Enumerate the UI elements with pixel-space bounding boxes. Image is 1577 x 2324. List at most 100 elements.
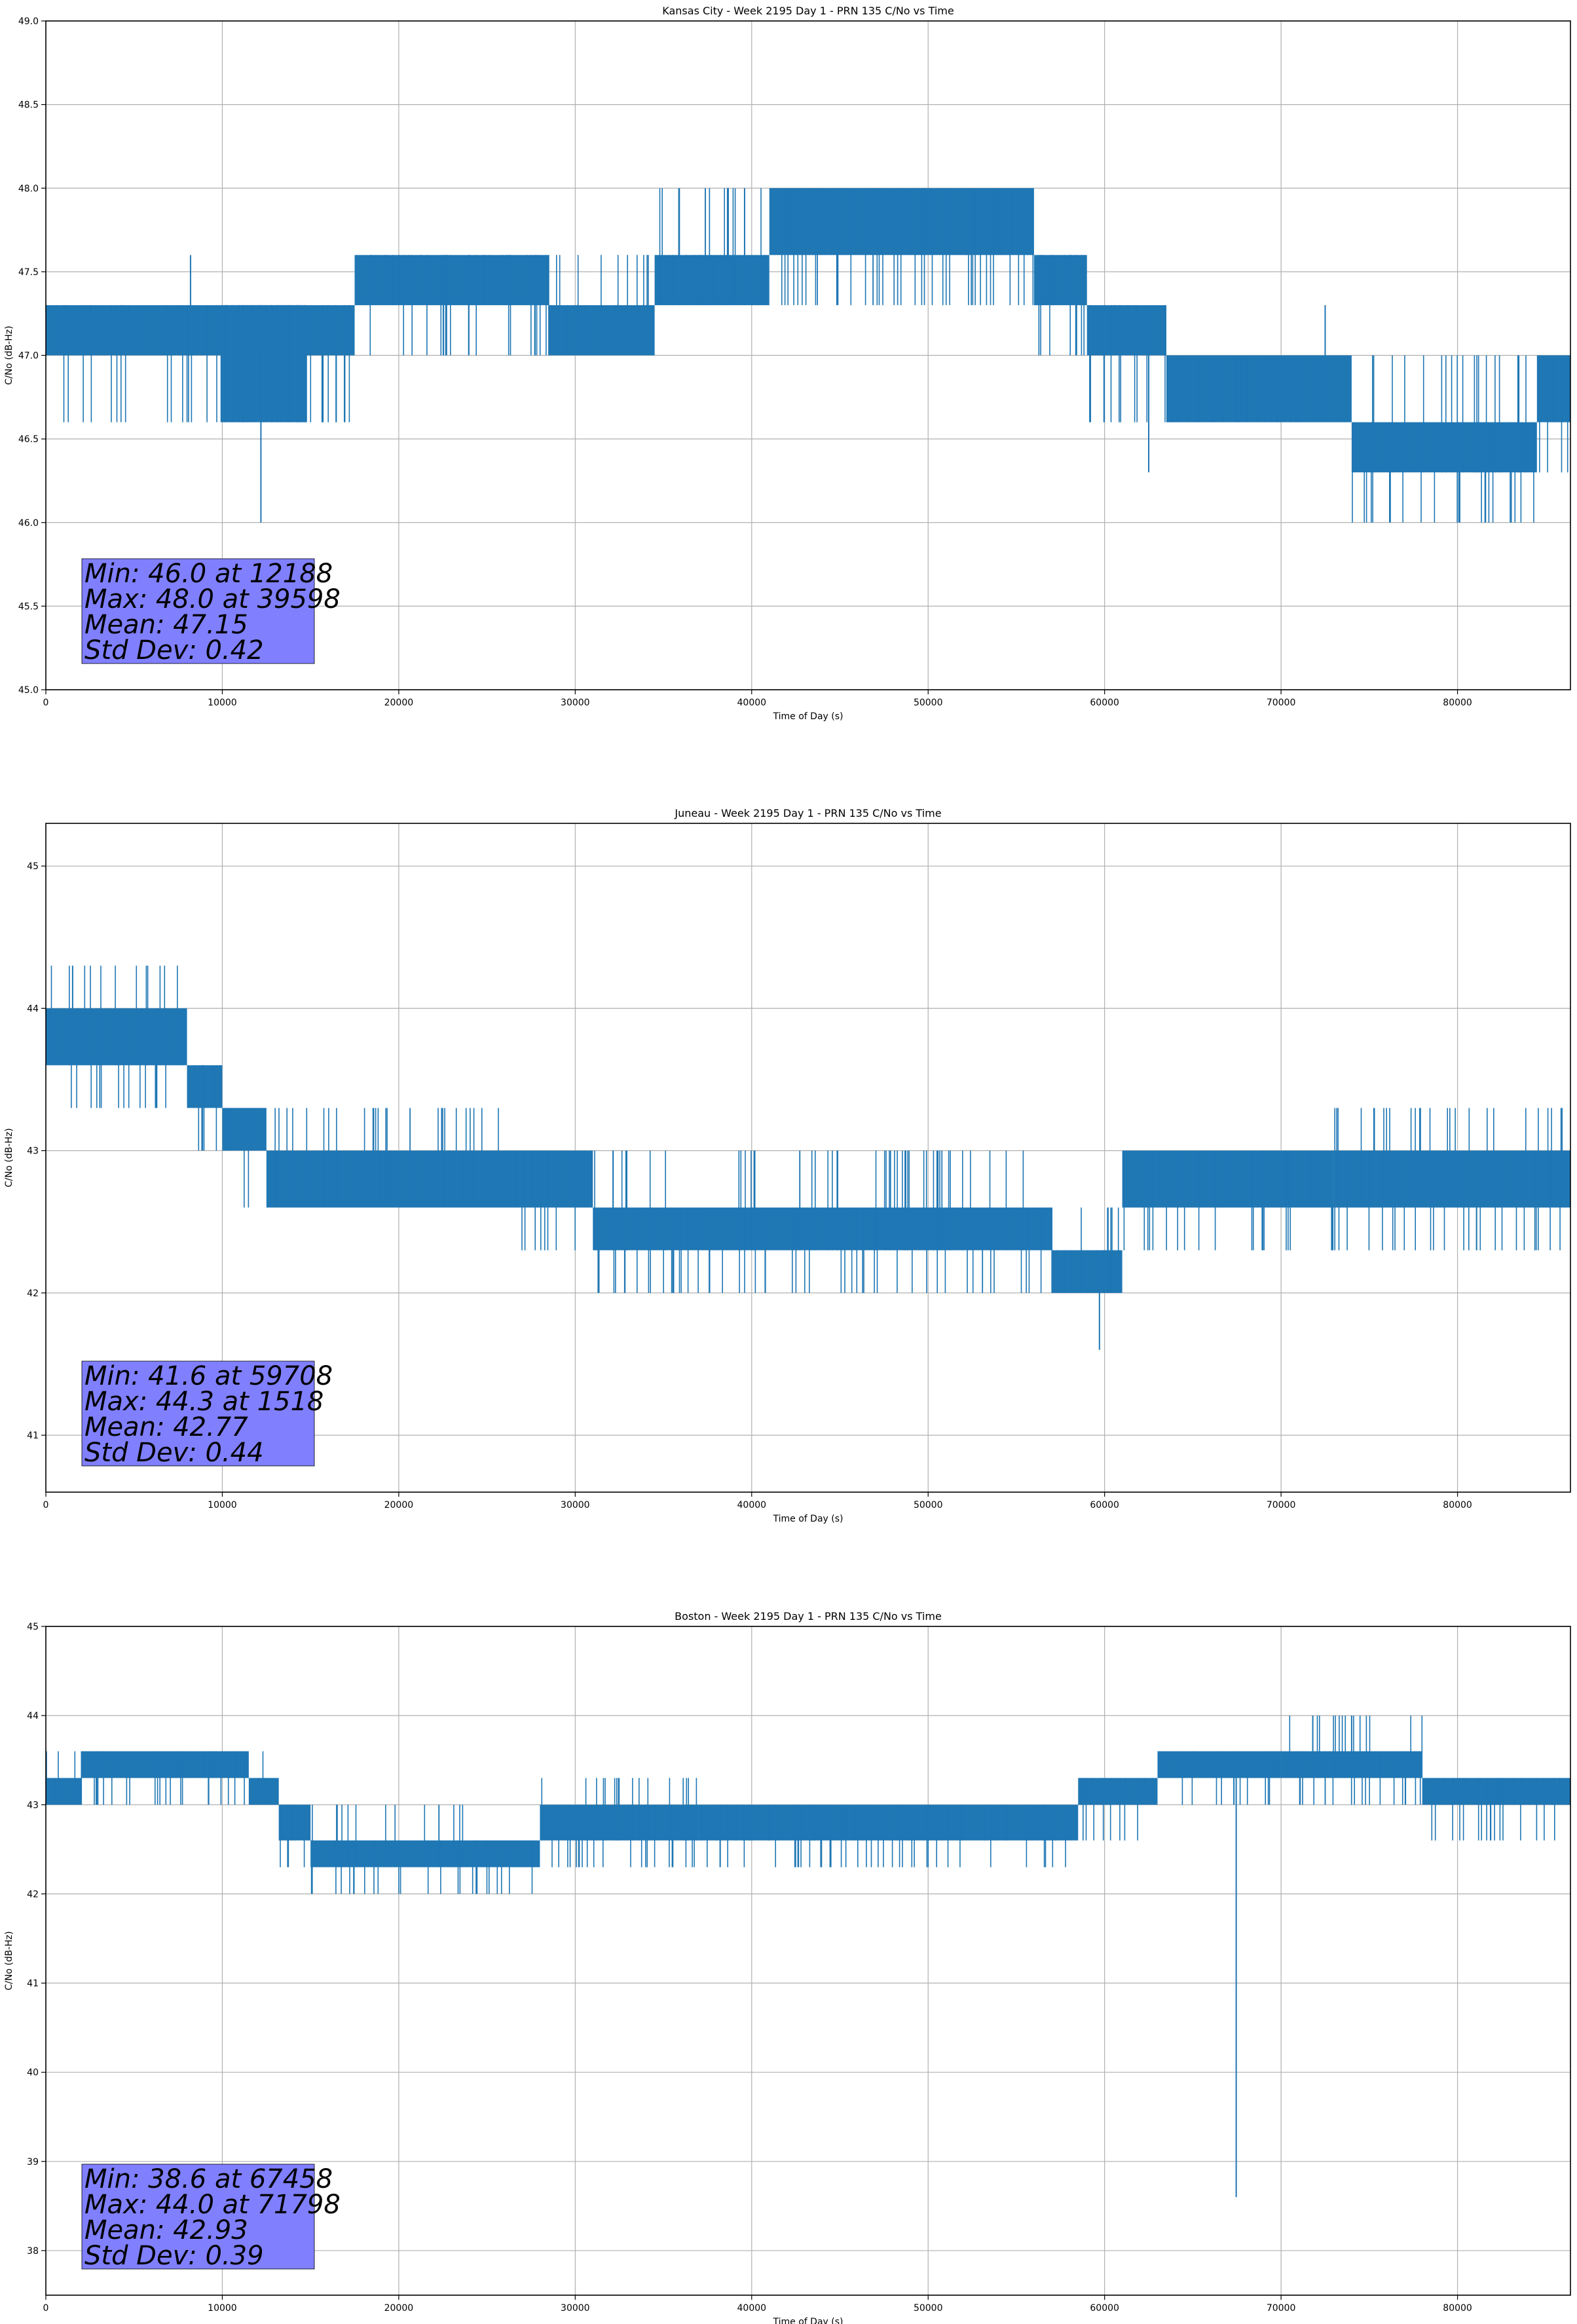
x-tick-label: 20000 (384, 1500, 414, 1510)
data-trace (1123, 1150, 1334, 1250)
stats-max: Max: 44.0 at 71798 (84, 2190, 341, 2220)
data-trace (310, 1805, 488, 1894)
x-axis-label: Time of Day (s) (773, 711, 844, 722)
data-trace (1051, 1207, 1119, 1293)
data-band (593, 1207, 1052, 1250)
x-tick-label: 70000 (1267, 698, 1296, 708)
x-axis-label: Time of Day (s) (773, 1514, 844, 1524)
y-tick-label: 48.5 (18, 100, 39, 111)
stats-mean: Mean: 42.77 (84, 1412, 248, 1442)
stats-mean: Mean: 47.15 (84, 610, 248, 640)
data-band (1086, 305, 1166, 356)
data-trace (541, 1778, 697, 1867)
data-trace (1352, 355, 1534, 523)
y-axis-label: C/No (dB-Hz) (4, 326, 14, 384)
y-tick-label: 46.0 (18, 518, 39, 529)
y-tick-label: 45.0 (18, 685, 39, 696)
y-tick-label: 41 (27, 1431, 39, 1441)
axes-frame (45, 823, 1571, 1493)
data-series (46, 965, 1570, 1350)
x-tick-label: 70000 (1267, 2303, 1296, 2314)
data-series (46, 188, 1570, 523)
data-trace (46, 1751, 76, 1805)
y-tick-label: 42 (27, 1288, 39, 1299)
data-trace (369, 255, 547, 356)
data-trace (1080, 1778, 1154, 1841)
data-band (354, 255, 549, 305)
stats-box (81, 1360, 315, 1467)
y-tick-label: 42 (27, 1889, 39, 1900)
data-trace (774, 188, 1034, 305)
x-tick-label: 30000 (561, 1500, 590, 1510)
stats-max: Max: 44.3 at 1518 (84, 1387, 324, 1417)
stats-min: Min: 46.0 at 12188 (84, 559, 333, 589)
y-tick-label: 45.5 (18, 601, 39, 612)
y-axis-label: C/No (dB-Hz) (4, 1931, 14, 1990)
x-tick-label: 30000 (561, 698, 590, 708)
x-tick-label: 80000 (1443, 2303, 1472, 2314)
data-trace (659, 188, 765, 305)
x-tick-label: 50000 (914, 2303, 943, 2314)
y-tick-label: 41 (27, 1979, 39, 1989)
x-tick-label: 40000 (737, 1500, 767, 1510)
data-trace (515, 1150, 592, 1250)
chart-panel-0: 0 10000 20000 30000 40000 50000 60000 70000 8000… (4, 5, 1571, 722)
data-band (1122, 1150, 1334, 1208)
y-tick-label: 49.0 (18, 16, 39, 27)
data-trace (1038, 255, 1085, 356)
y-tick-label: 45 (27, 1622, 39, 1632)
data-trace (1431, 1778, 1560, 1841)
x-tick-label: 60000 (1090, 1500, 1119, 1510)
axes-frame (45, 1626, 1571, 2296)
x-tick-label: 0 (43, 1500, 49, 1510)
stats-min: Min: 41.6 at 59708 (84, 1361, 333, 1391)
data-trace (1334, 1108, 1563, 1250)
stats-std-dev: Std Dev: 0.39 (84, 2241, 264, 2271)
stats-std-dev: Std Dev: 0.44 (84, 1438, 264, 1468)
data-band (278, 1805, 311, 1841)
data-band (81, 1751, 249, 1778)
y-tick-label: 43 (27, 1146, 39, 1157)
data-band (46, 305, 355, 356)
x-tick-label: 80000 (1443, 1500, 1472, 1510)
data-trace (489, 1840, 535, 1894)
y-tick-label: 45 (27, 861, 39, 872)
x-tick-label: 50000 (914, 698, 943, 708)
stats-box (81, 2164, 315, 2270)
stats-max: Max: 48.0 at 39598 (84, 584, 341, 614)
chart-title: Boston - Week 2195 Day 1 - PRN 135 C/No … (675, 1610, 942, 1622)
data-trace (271, 1108, 506, 1208)
data-band (487, 1840, 540, 1867)
x-tick-label: 10000 (208, 2303, 237, 2314)
y-tick-label: 48.0 (18, 183, 39, 194)
chart-panel-1: 0 10000 20000 30000 40000 50000 60000 70000 8000… (4, 807, 1571, 1524)
data-trace (1088, 305, 1166, 422)
x-tick-label: 60000 (1090, 698, 1119, 708)
data-band (187, 1065, 223, 1108)
stats-std-dev: Std Dev: 0.42 (84, 635, 264, 665)
x-tick-label: 20000 (384, 2303, 414, 2314)
data-band (46, 1778, 81, 1805)
x-tick-label: 60000 (1090, 2303, 1119, 2314)
data-trace (257, 1751, 270, 1805)
data-band (1536, 355, 1570, 422)
data-band (1033, 255, 1087, 305)
y-axis-label: C/No (dB-Hz) (4, 1128, 14, 1187)
data-trace (548, 255, 649, 356)
data-band (698, 1805, 1079, 1841)
stats-box (81, 558, 315, 664)
y-tick-label: 46.5 (18, 434, 39, 445)
x-tick-label: 50000 (914, 1500, 943, 1510)
y-tick-label: 47.5 (18, 267, 39, 278)
y-tick-label: 39 (27, 2157, 39, 2167)
x-tick-label: 10000 (208, 698, 237, 708)
chart-title: Juneau - Week 2195 Day 1 - PRN 135 C/No … (674, 807, 941, 819)
x-tick-label: 70000 (1267, 1500, 1296, 1510)
x-axis-label: Time of Day (s) (773, 2317, 844, 2324)
x-tick-label: 0 (43, 2303, 49, 2314)
y-tick-label: 43 (27, 1800, 39, 1810)
x-tick-label: 40000 (737, 2303, 767, 2314)
stats-mean: Mean: 42.93 (84, 2215, 248, 2245)
stats-min: Min: 38.6 at 67458 (84, 2164, 333, 2194)
x-tick-label: 30000 (561, 2303, 590, 2314)
